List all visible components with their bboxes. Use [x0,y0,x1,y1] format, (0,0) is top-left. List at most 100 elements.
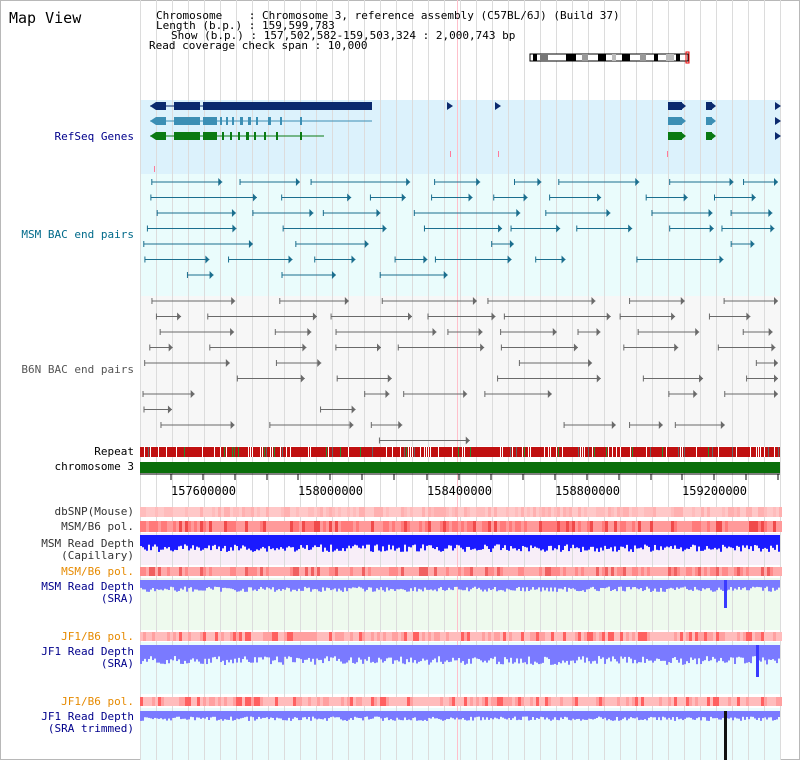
msm-depth-sra-bar [494,580,496,588]
msm-pol-2-cell [293,567,296,576]
dbsnp-cell [734,507,737,517]
msm-pol-2-cell [212,567,215,576]
track-label-msm-depth-sra[interactable]: MSM Read Depth (SRA) [41,580,134,605]
msm-pol-1-cell [545,521,548,532]
jf1-pol-2-cell [170,697,173,706]
jf1-depth-trim-bar [600,711,602,718]
b6n-bac-track[interactable] [142,297,778,445]
jf1-depth-sra-bar [732,645,734,658]
track-label-jf1-depth-sra[interactable]: JF1 Read Depth (SRA) [41,645,134,670]
msm-depth-cap-bar [712,535,714,550]
track-label-msm-depth-cap[interactable]: MSM Read Depth (Capillary) [41,537,134,562]
msm-depth-cap-bar [756,535,758,546]
track-label-jf1-b6-pol-1[interactable]: JF1/B6 pol. [61,630,134,643]
jf1-depth-sra-bar [326,645,328,657]
msm-depth-sra-bar [702,580,704,589]
msm-depth-cap-bar [190,535,192,549]
msm-depth-cap-bar [210,535,212,551]
track-label-msm-b6-pol-1[interactable]: MSM/B6 pol. [61,520,134,533]
track-label-refseq[interactable]: RefSeq Genes [54,130,134,143]
track-label-msm-b6-pol-2[interactable]: MSM/B6 pol. [61,565,134,578]
chromosome-bar[interactable] [140,462,780,473]
jf1-depth-sra-bar [308,645,310,658]
jf1-depth-sra-bar [188,645,190,663]
jf1-depth-trim-bar [480,711,482,721]
gene-exon [203,117,217,125]
dbsnp-cell [143,507,146,517]
msm-depth-sra-bar [536,580,538,590]
b6n-bac-pair-end [225,359,230,367]
track-label-jf1-depth-trim[interactable]: JF1 Read Depth (SRA trimmed) [41,710,134,735]
repeat-element [708,447,709,457]
dbsnp-cell [737,507,740,517]
jf1-depth-trim-bar [356,711,358,718]
msm-pol-2-cell [245,567,248,576]
msm-depth-cap-bar [270,535,272,550]
msm-depth-sra-bar [404,580,406,591]
jf1-depth-trim-bar [606,711,608,721]
jf1-pol-2-cell [434,697,437,706]
msm-depth-cap-bar [518,535,520,549]
jf1-depth-trim-bar [280,711,282,719]
chromosome-ideogram[interactable] [529,51,690,64]
jf1-depth-sra-bar [634,645,636,660]
jf1-depth-trim-bar [756,711,758,720]
msm-pol-1-cell [356,521,359,532]
track-label-msm-bac[interactable]: MSM BAC end pairs [21,228,134,241]
jf1-pol-2-cell [716,697,719,706]
msm-depth-cap-bar [740,535,742,552]
dbsnp-cell [572,507,575,517]
jf1-depth-sra-bar [576,645,578,661]
dbsnp-cell [605,507,608,517]
jf1-pol-2-cell [722,697,725,706]
msm-depth-sra-bar [618,580,620,587]
read-depth-bars[interactable] [140,535,780,760]
dbsnp-cell [671,507,674,517]
repeat-gap [750,447,751,457]
jf1-depth-trim-bar [508,711,510,718]
b6n-bac-pair-end [606,312,611,321]
jf1-pol-2-cell [281,697,284,706]
jf1-depth-trim-bar [454,711,456,720]
jf1-depth-trim-bar [664,711,666,718]
msm-pol-1-cell [767,521,770,532]
refseq-genes-track[interactable] [150,102,781,172]
msm-pol-2-cell [554,567,557,576]
msm-pol-1-cell [419,521,422,532]
track-label-jf1-b6-pol-2[interactable]: JF1/B6 pol. [61,695,134,708]
msm-depth-sra-bar [482,580,484,592]
jf1-pol-2-cell [644,697,647,706]
polymorphism-heatmaps[interactable] [140,507,782,706]
jf1-depth-sra-bar [336,645,338,661]
repeat-track[interactable] [140,447,780,457]
msm-bac-track[interactable] [143,178,778,279]
jf1-depth-sra-bar [692,645,694,660]
msm-depth-sra-bar [192,580,194,592]
msm-pol-1-cell [179,521,182,532]
msm-pol-1-cell [731,521,734,532]
msm-depth-sra-bar [336,580,338,592]
jf1-depth-sra-bar [528,645,530,657]
msm-pol-2-cell [272,567,275,576]
jf1-depth-trim-bar [218,711,220,720]
dbsnp-cell [689,507,692,517]
msm-depth-cap-bar [348,535,350,546]
jf1-depth-trim-bar [592,711,594,720]
msm-depth-sra-bar [308,580,310,588]
repeat-gap [286,447,287,457]
track-label-dbsnp[interactable]: dbSNP(Mouse) [54,505,134,518]
jf1-pol-2-cell [737,697,740,706]
dbsnp-cell [686,507,689,517]
msm-depth-sra-bar [282,580,284,590]
dbsnp-cell [422,507,425,517]
jf1-depth-trim-bar [140,711,142,721]
jf1-depth-trim-bar [400,711,402,721]
msm-depth-sra-bar [572,580,574,589]
track-label-b6n-bac[interactable]: B6N BAC end pairs [21,363,134,376]
b6n-bac-pair-end [472,297,477,305]
msm-depth-cap-bar [768,535,770,552]
jf1-depth-trim-bar [302,711,304,718]
gridline [364,0,365,760]
msm-depth-cap-bar [432,535,434,549]
jf1-pol-1-cell [473,632,476,641]
